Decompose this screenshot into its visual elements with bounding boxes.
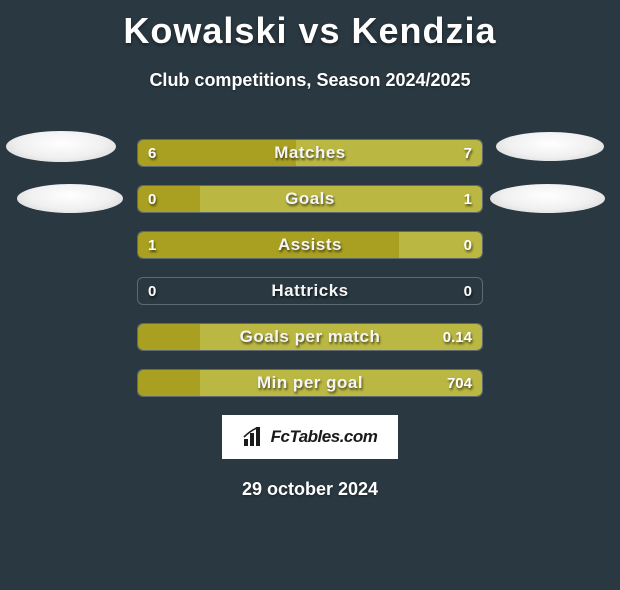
stat-bar-right (200, 324, 482, 350)
stat-bar-right (200, 370, 482, 396)
player-badge-ellipse (6, 131, 116, 162)
stat-val-left: 0 (148, 278, 156, 304)
stat-bar-right (399, 232, 482, 258)
stat-bar-left (138, 324, 200, 350)
bars-icon (243, 427, 265, 447)
date-line: 29 october 2024 (0, 479, 620, 500)
stat-bar-left (138, 370, 200, 396)
player-badge-ellipse (496, 132, 604, 161)
player-badge-ellipse (17, 184, 123, 213)
stat-label: Hattricks (138, 278, 482, 304)
stat-row: 67Matches (137, 139, 483, 167)
stat-row: 10Assists (137, 231, 483, 259)
player-badge-ellipse (490, 184, 605, 213)
source-badge: FcTables.com (222, 415, 398, 459)
stat-bar-right (200, 186, 482, 212)
badge-text: FcTables.com (271, 427, 378, 447)
stat-row: 0.14Goals per match (137, 323, 483, 351)
stat-row: 704Min per goal (137, 369, 483, 397)
stat-bar-left (138, 140, 296, 166)
subtitle: Club competitions, Season 2024/2025 (0, 70, 620, 91)
stat-row: 0 0Hattricks (137, 277, 483, 305)
stat-bar-left (138, 186, 200, 212)
stat-val-right: 0 (464, 278, 472, 304)
stat-bar-right (296, 140, 482, 166)
stats-bars: 67Matches 01Goals 10Assists 0 0Hattricks 0.14… (137, 139, 483, 397)
page-title: Kowalski vs Kendzia (0, 10, 620, 52)
stat-row: 01Goals (137, 185, 483, 213)
stat-bar-left (138, 232, 399, 258)
